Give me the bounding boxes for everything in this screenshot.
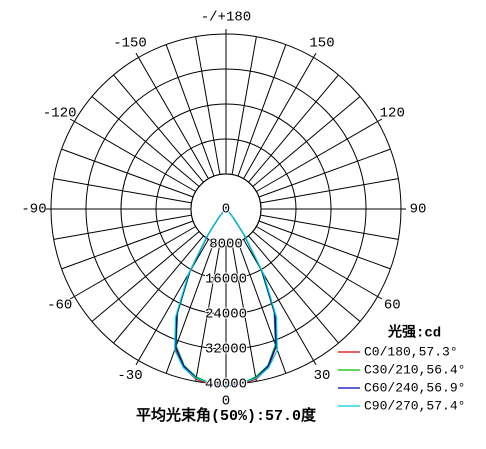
theta-tick-label: 90 xyxy=(410,202,427,218)
theta-tick-label: 60 xyxy=(384,298,401,314)
grid-circle xyxy=(120,103,332,315)
r-tick-label: 40000 xyxy=(205,377,247,393)
legend-label: C30/210,56.4° xyxy=(364,362,465,377)
intensity-curve xyxy=(174,208,278,386)
legend-label: C0/180,57.3° xyxy=(364,344,458,359)
inner-circle xyxy=(190,173,262,245)
grid-circle xyxy=(85,68,367,350)
theta-tick-label: 120 xyxy=(380,106,405,122)
theta-tick-label: -120 xyxy=(43,106,77,122)
legend-label: C60/240,56.9° xyxy=(364,380,465,395)
theta-tick xyxy=(313,52,317,58)
theta-tick xyxy=(69,118,75,122)
theta-tick xyxy=(377,296,383,300)
theta-tick-label: -90 xyxy=(21,202,46,218)
theta-tick-label: -150 xyxy=(113,35,147,51)
theta-tick xyxy=(69,296,75,300)
r-tick-label: 16000 xyxy=(205,272,247,288)
theta-tick-label: 30 xyxy=(314,368,331,384)
r-tick-label: 8000 xyxy=(209,237,243,253)
r-tick-label: 0 xyxy=(222,202,230,218)
theta-tick xyxy=(135,52,139,58)
legend-title: 光强:cd xyxy=(387,324,441,342)
theta-tick-label: -/+180 xyxy=(201,10,251,26)
theta-tick xyxy=(313,360,317,366)
legend-label: C90/270,57.4° xyxy=(364,398,465,413)
footer-annotation: 平均光束角(50%):57.0度 xyxy=(136,406,317,425)
theta-tick xyxy=(377,118,383,122)
r-tick-label: 24000 xyxy=(205,307,247,323)
grid-circle xyxy=(155,138,297,280)
theta-tick-label: 0 xyxy=(222,394,230,410)
theta-tick-label: -60 xyxy=(47,298,72,314)
theta-tick xyxy=(135,360,139,366)
theta-tick-label: -30 xyxy=(117,368,142,384)
theta-tick-label: 150 xyxy=(309,35,334,51)
r-tick-label: 32000 xyxy=(205,342,247,358)
